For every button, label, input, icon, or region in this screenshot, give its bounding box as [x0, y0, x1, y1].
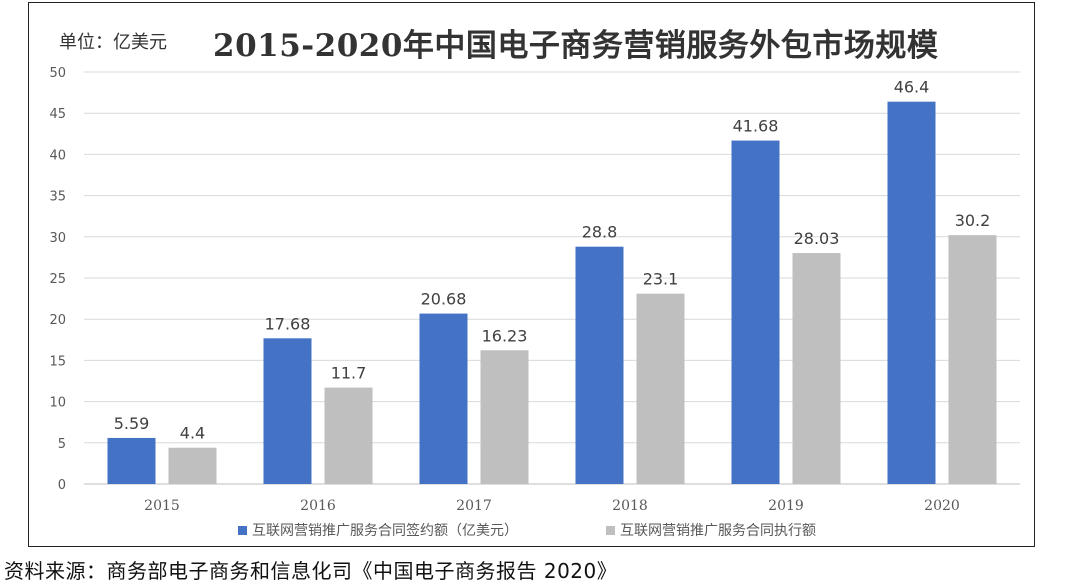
bar [324, 387, 373, 484]
data-label: 46.4 [894, 78, 930, 97]
data-label: 30.2 [955, 211, 991, 230]
chart-title: 2015-2020年中国电子商务营销服务外包市场规模 [213, 28, 939, 64]
bar [107, 437, 156, 484]
bar [792, 253, 841, 484]
data-label: 23.1 [643, 270, 679, 289]
y-tick-label: 5 [58, 437, 66, 452]
bar [887, 101, 936, 484]
data-label: 28.8 [582, 223, 618, 242]
data-label: 41.68 [733, 117, 779, 136]
y-tick-label: 50 [49, 66, 66, 81]
x-tick-label: 2019 [768, 498, 804, 514]
x-tick-label: 2016 [300, 498, 336, 514]
bar [263, 338, 312, 484]
data-label: 4.4 [180, 424, 205, 443]
y-tick-label: 10 [49, 396, 66, 411]
data-label: 16.23 [482, 326, 528, 345]
unit-label: 单位：亿美元 [59, 32, 167, 53]
x-tick-label: 2020 [924, 498, 960, 514]
y-tick-label: 0 [58, 478, 66, 493]
bar [419, 313, 468, 484]
bar [948, 235, 997, 484]
bar [168, 447, 217, 484]
x-tick-label: 2018 [612, 498, 648, 514]
legend-label: 互联网营销推广服务合同执行额 [620, 523, 816, 539]
data-label: 20.68 [421, 290, 467, 309]
legend-swatch [238, 526, 247, 535]
legend-label: 互联网营销推广服务合同签约额（亿美元） [252, 522, 518, 539]
x-tick-label: 2017 [456, 498, 492, 514]
data-label: 17.68 [265, 314, 311, 333]
data-label: 11.7 [331, 364, 367, 383]
y-tick-label: 35 [49, 190, 66, 205]
y-tick-label: 45 [49, 107, 66, 122]
bar [480, 350, 529, 484]
bar [575, 246, 624, 484]
legend-swatch [606, 526, 615, 535]
bar [731, 140, 780, 484]
y-tick-label: 40 [49, 148, 66, 163]
x-tick-label: 2015 [144, 498, 180, 514]
bar [636, 293, 685, 484]
y-tick-label: 20 [49, 313, 66, 328]
y-tick-label: 30 [49, 231, 66, 246]
data-label: 28.03 [794, 229, 840, 248]
source-note: 资料来源：商务部电子商务和信息化司《中国电子商务报告 2020》 [4, 559, 618, 583]
y-tick-label: 15 [49, 354, 66, 369]
data-label: 5.59 [114, 414, 150, 433]
y-tick-label: 25 [49, 272, 66, 287]
